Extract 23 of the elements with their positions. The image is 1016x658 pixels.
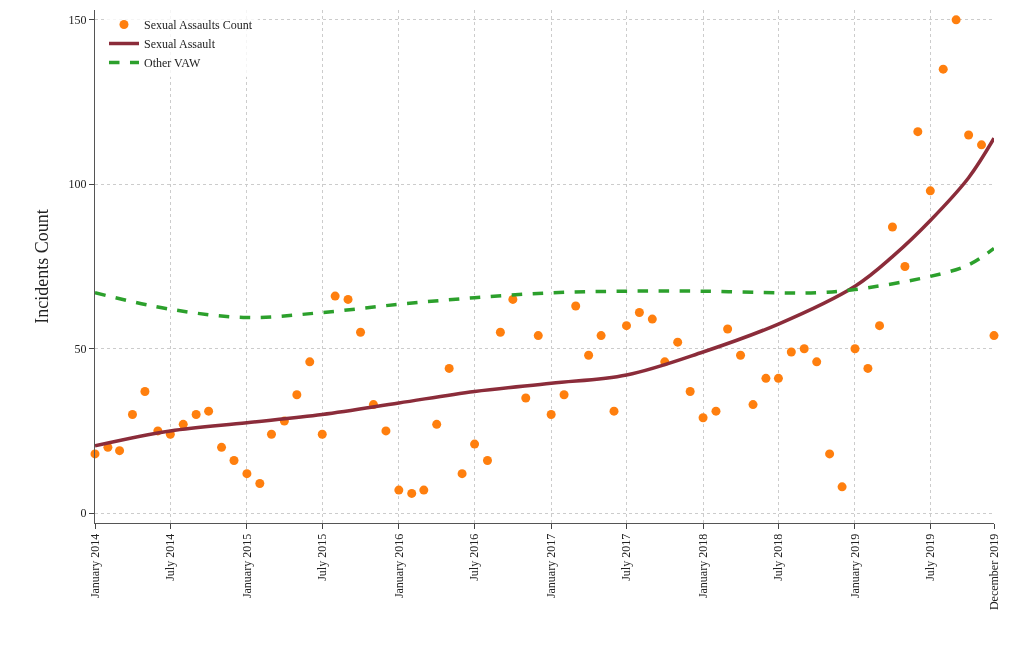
x-tick-label: January 2019	[847, 533, 862, 599]
x-tick-label: July 2016	[467, 533, 482, 581]
legend-label: Sexual Assaults Count	[143, 18, 253, 33]
x-tick-label: July 2019	[923, 533, 938, 581]
x-tick-label: January 2017	[544, 533, 559, 599]
x-tick-label: January 2014	[87, 533, 102, 599]
x-tick-label: July 2014	[163, 533, 178, 581]
x-tick-label: July 2017	[619, 533, 634, 581]
x-tick-label: July 2015	[315, 533, 330, 581]
legend-label: Sexual Assault	[143, 37, 216, 52]
x-tick-label: January 2016	[391, 533, 406, 599]
legend-label: Other VAW	[143, 56, 201, 71]
y-axis-title: Incidents Count	[31, 209, 52, 324]
y-tick-label: 150	[68, 13, 87, 28]
line-series	[95, 246, 994, 320]
x-tick-label: July 2018	[771, 533, 786, 581]
y-tick-label: 50	[74, 341, 87, 356]
x-tick-label: December 2019	[986, 533, 1001, 611]
y-tick-label: 0	[80, 506, 87, 521]
x-tick-label: January 2018	[695, 533, 710, 599]
x-tick-label: January 2015	[239, 533, 254, 599]
y-tick-label: 100	[68, 177, 87, 192]
line-series	[95, 136, 994, 448]
